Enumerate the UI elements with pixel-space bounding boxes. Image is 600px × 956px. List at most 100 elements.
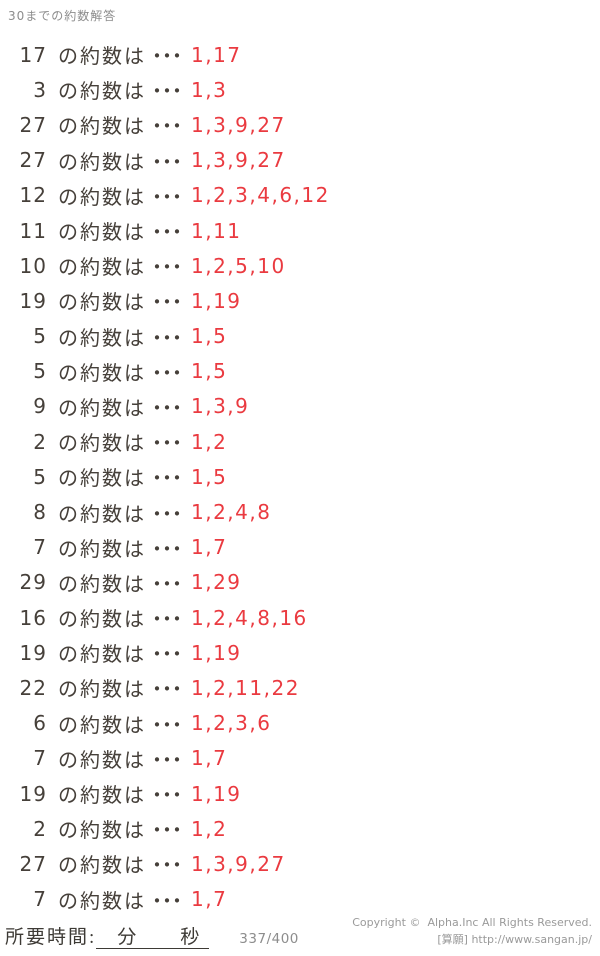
problem-label: の約数は	[58, 888, 146, 913]
ellipsis-dots: ・・・	[147, 395, 187, 420]
problem-number: 5	[33, 359, 47, 384]
ellipsis-dots: ・・・	[147, 571, 187, 596]
answer-row: 10 の約数は ・・・ 1,2,5,10	[0, 248, 600, 283]
answer-value: 1,19	[191, 640, 242, 665]
problem-label: の約数は	[58, 149, 146, 174]
answer-value: 1,2,4,8,16	[191, 605, 308, 630]
answer-row: 27 の約数は ・・・ 1,3,9,27	[0, 143, 600, 178]
answer-row: 27 の約数は ・・・ 1,3,9,27	[0, 107, 600, 142]
answer-value: 1,2	[191, 816, 228, 841]
ellipsis-dots: ・・・	[147, 184, 187, 209]
answer-value: 1,11	[191, 218, 242, 243]
problem-label: の約数は	[58, 747, 146, 772]
answer-row: 9 の約数は ・・・ 1,3,9	[0, 389, 600, 424]
answer-row: 17 の約数は ・・・ 1,17	[0, 37, 600, 72]
problem-number: 27	[19, 112, 47, 137]
problem-number: 5	[33, 324, 47, 349]
problem-number: 5	[33, 464, 47, 489]
answer-row: 19 の約数は ・・・ 1,19	[0, 283, 600, 318]
elapsed-time-label: 所要時間:	[5, 927, 97, 948]
problem-number: 19	[19, 640, 47, 665]
answer-row: 11 の約数は ・・・ 1,11	[0, 213, 600, 248]
ellipsis-dots: ・・・	[147, 642, 187, 667]
problem-label: の約数は	[58, 783, 146, 808]
ellipsis-dots: ・・・	[147, 536, 187, 561]
answer-row: 8 の約数は ・・・ 1,2,4,8	[0, 494, 600, 529]
ellipsis-dots: ・・・	[147, 220, 187, 245]
answer-row: 2 の約数は ・・・ 1,2	[0, 811, 600, 846]
answer-value: 1,2,5,10	[191, 253, 286, 278]
answer-row: 5 の約数は ・・・ 1,5	[0, 319, 600, 354]
problem-number: 7	[33, 887, 47, 912]
problem-label: の約数は	[58, 818, 146, 843]
problem-label: の約数は	[58, 571, 146, 596]
problem-number: 27	[19, 851, 47, 876]
answer-value: 1,7	[191, 887, 228, 912]
problem-label: の約数は	[58, 712, 146, 737]
answer-row: 19 の約数は ・・・ 1,19	[0, 776, 600, 811]
problem-label: の約数は	[58, 607, 146, 632]
problem-number: 29	[19, 570, 47, 595]
ellipsis-dots: ・・・	[147, 290, 187, 315]
problem-number: 17	[19, 42, 47, 67]
elapsed-time-blank: 分 秒	[96, 927, 210, 949]
answer-value: 1,3,9,27	[191, 148, 286, 173]
problem-number: 6	[33, 711, 47, 736]
problem-number: 7	[33, 746, 47, 771]
ellipsis-dots: ・・・	[147, 114, 187, 139]
answer-row: 27 の約数は ・・・ 1,3,9,27	[0, 846, 600, 881]
answer-list: 17 の約数は ・・・ 1,17 3 の約数は ・・・ 1,3 27 の約数は …	[0, 37, 600, 917]
problem-label: の約数は	[58, 44, 146, 69]
problem-number: 7	[33, 535, 47, 560]
problem-label: の約数は	[58, 360, 146, 385]
copyright-line-1: Copyright © Alpha.Inc All Rights Reserve…	[352, 916, 592, 929]
ellipsis-dots: ・・・	[147, 255, 187, 280]
problem-number: 8	[33, 500, 47, 525]
problem-label: の約数は	[58, 466, 146, 491]
copyright-line-2: [算願] http://www.sangan.jp/	[437, 932, 592, 946]
answer-row: 3 の約数は ・・・ 1,3	[0, 72, 600, 107]
problem-label: の約数は	[58, 79, 146, 104]
answer-value: 1,5	[191, 359, 228, 384]
answer-row: 16 の約数は ・・・ 1,2,4,8,16	[0, 600, 600, 635]
page-title: 30までの約数解答	[8, 9, 117, 23]
problem-number: 2	[33, 429, 47, 454]
problem-label: の約数は	[58, 677, 146, 702]
answer-value: 1,7	[191, 746, 228, 771]
problem-number: 9	[33, 394, 47, 419]
answer-row: 7 の約数は ・・・ 1,7	[0, 741, 600, 776]
answer-value: 1,19	[191, 781, 242, 806]
answer-row: 2 の約数は ・・・ 1,2	[0, 424, 600, 459]
problem-number: 16	[19, 605, 47, 630]
answer-value: 1,3,9	[191, 394, 250, 419]
answer-value: 1,3,9,27	[191, 851, 286, 876]
problem-label: の約数は	[58, 642, 146, 667]
problem-number: 2	[33, 816, 47, 841]
answer-value: 1,29	[191, 570, 242, 595]
ellipsis-dots: ・・・	[147, 44, 187, 69]
problem-number: 19	[19, 781, 47, 806]
answer-row: 5 の約数は ・・・ 1,5	[0, 354, 600, 389]
ellipsis-dots: ・・・	[147, 712, 187, 737]
copyright-block: Copyright © Alpha.Inc All Rights Reserve…	[352, 915, 592, 948]
answer-value: 1,2,11,22	[191, 675, 300, 700]
problem-number: 19	[19, 288, 47, 313]
ellipsis-dots: ・・・	[147, 853, 187, 878]
ellipsis-dots: ・・・	[147, 501, 187, 526]
answer-row: 19 の約数は ・・・ 1,19	[0, 635, 600, 670]
ellipsis-dots: ・・・	[147, 149, 187, 174]
answer-row: 12 の約数は ・・・ 1,2,3,4,6,12	[0, 178, 600, 213]
answer-value: 1,19	[191, 288, 242, 313]
problem-label: の約数は	[58, 536, 146, 561]
answer-row: 5 の約数は ・・・ 1,5	[0, 459, 600, 494]
problem-number: 10	[19, 253, 47, 278]
answer-value: 1,2,3,6	[191, 711, 272, 736]
ellipsis-dots: ・・・	[147, 783, 187, 808]
answer-row: 6 の約数は ・・・ 1,2,3,6	[0, 706, 600, 741]
ellipsis-dots: ・・・	[147, 677, 187, 702]
problem-label: の約数は	[58, 184, 146, 209]
problem-label: の約数は	[58, 114, 146, 139]
ellipsis-dots: ・・・	[147, 818, 187, 843]
problem-label: の約数は	[58, 853, 146, 878]
problem-label: の約数は	[58, 431, 146, 456]
